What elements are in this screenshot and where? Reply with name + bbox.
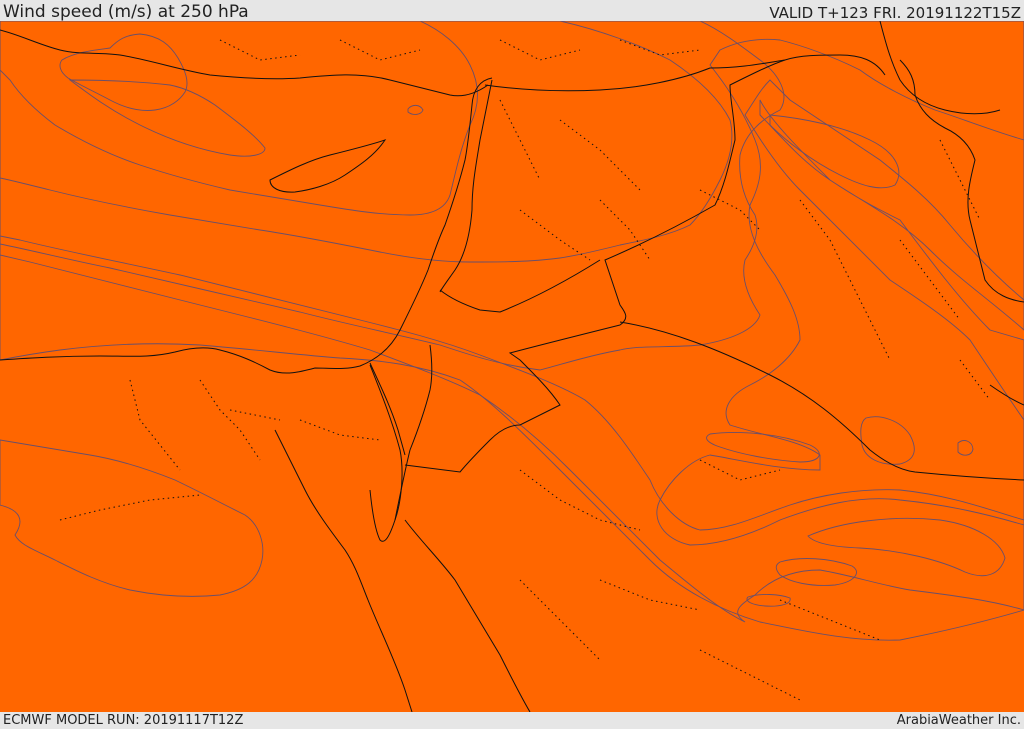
field-orange-light (0, 21, 1024, 531)
field-white (68, 79, 266, 157)
border-iran-iraq (899, 59, 1024, 303)
model-run-label: ECMWF MODEL RUN: 20191117T12Z (3, 713, 244, 728)
field-island-1 (860, 416, 915, 465)
border-jordan-saudi (439, 259, 601, 313)
map-header: Wind speed (m/s) at 250 hPa VALID T+123 … (0, 0, 1024, 22)
valid-time-label: VALID T+123 FRI. 20191122T15Z (769, 4, 1021, 22)
map-footer: ECMWF MODEL RUN: 20191117T12Z ArabiaWeat… (0, 712, 1024, 729)
field-amber (0, 21, 1024, 623)
field-gold (0, 21, 785, 371)
brand-label: ArabiaWeather Inc. (896, 713, 1021, 728)
field-island-2 (706, 432, 820, 463)
map-canvas (0, 21, 1024, 712)
field-island-8 (407, 104, 424, 115)
coastline-red-sea (274, 429, 413, 712)
field-red-orange (0, 439, 264, 597)
coastline-turkey (0, 29, 489, 97)
wind-speed-map (0, 21, 1024, 712)
field-yellow (0, 21, 733, 263)
coastline-cyprus (269, 139, 387, 193)
border-iraq-saudi (619, 321, 1024, 481)
admin-lines-iraq (599, 189, 891, 361)
coastline-caspian (879, 21, 1001, 115)
coastline-persian-gulf (989, 384, 1024, 406)
field-island-3 (775, 558, 857, 586)
field-base (0, 21, 1024, 712)
coastline-gulf-aqaba (394, 344, 433, 521)
border-levant (439, 79, 493, 293)
border-saudi-north (404, 59, 786, 473)
field-peach (59, 33, 188, 111)
coastline-east-red-sea (404, 519, 531, 712)
coastline-mediterranean (0, 77, 493, 374)
admin-lines-iran (899, 139, 991, 401)
field-yellow-bright (0, 21, 478, 216)
field-island-4 (746, 594, 791, 607)
field-island-7 (769, 114, 900, 189)
border-syria-iraq (484, 54, 886, 92)
border-egypt-sudan (369, 362, 406, 456)
field-island-5 (807, 517, 1006, 577)
map-title: Wind speed (m/s) at 250 hPa (3, 2, 249, 22)
admin-lines-syria (499, 99, 641, 261)
field-island-6 (957, 440, 974, 456)
admin-lines-egypt (59, 379, 381, 521)
